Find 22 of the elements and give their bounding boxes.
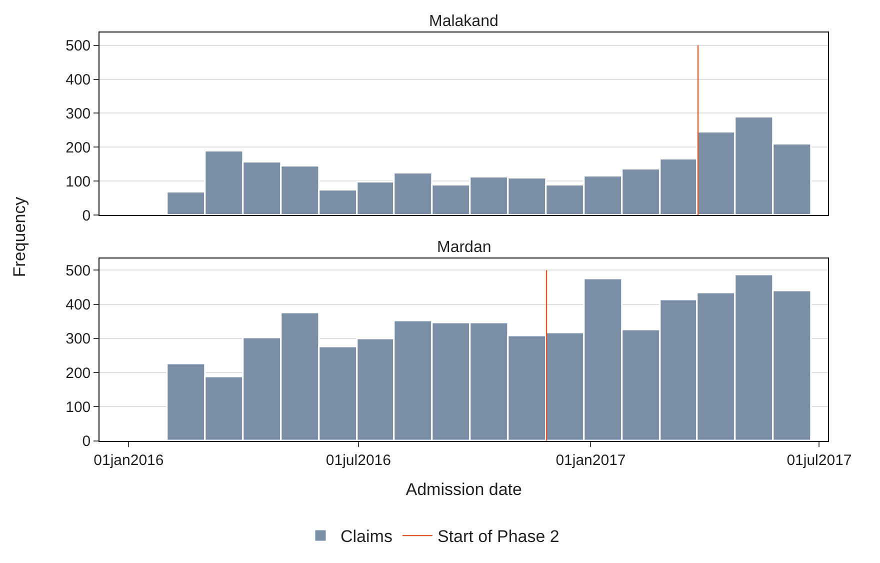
y-axis-title: Frequency <box>10 196 29 278</box>
y-tick-label: 300 <box>66 105 91 122</box>
chart-title: Malakand <box>429 13 498 30</box>
y-tick-label: 500 <box>66 38 91 55</box>
x-axis-title: Admission date <box>406 480 522 500</box>
x-tick-label: 01jul2017 <box>786 452 852 469</box>
legend-label: Claims <box>340 527 392 546</box>
y-tick-label: 200 <box>66 139 91 156</box>
y-tick-label: 0 <box>82 433 91 450</box>
y-tick-label: 400 <box>66 296 91 314</box>
y-tick-label: 200 <box>66 364 91 382</box>
y-tick-label: 100 <box>66 173 91 190</box>
y-tick-label: 100 <box>66 398 91 416</box>
legend-label: Start of Phase 2 <box>437 527 560 546</box>
x-tick-label: 01jan2017 <box>556 452 626 469</box>
x-tick-label: 01jul2016 <box>326 452 391 469</box>
y-tick-label: 500 <box>66 262 91 280</box>
x-tick-label: 01jan2016 <box>94 452 164 469</box>
y-tick-label: 400 <box>66 72 91 89</box>
y-tick-label: 300 <box>66 330 91 348</box>
chart-title: Mardan <box>437 239 492 256</box>
y-tick-label: 0 <box>82 207 91 224</box>
